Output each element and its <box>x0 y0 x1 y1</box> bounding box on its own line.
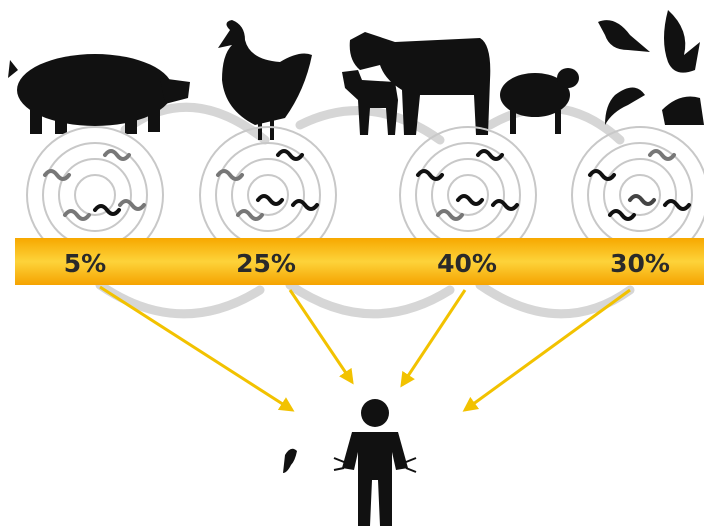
percentage-label: 40% <box>437 249 497 278</box>
bacteria-circle <box>26 126 164 264</box>
percentage-label: 5% <box>64 249 106 278</box>
arrows <box>99 285 631 412</box>
chicken <box>218 20 312 140</box>
percentage-band <box>15 238 704 285</box>
pig <box>8 54 190 134</box>
birds <box>598 10 704 125</box>
person <box>283 399 417 526</box>
cow <box>349 32 491 135</box>
percentage-label: 25% <box>236 249 296 278</box>
percentage-label: 30% <box>610 249 670 278</box>
bacteria-circles <box>26 126 704 264</box>
lamb <box>342 70 398 135</box>
sheep <box>500 68 579 134</box>
